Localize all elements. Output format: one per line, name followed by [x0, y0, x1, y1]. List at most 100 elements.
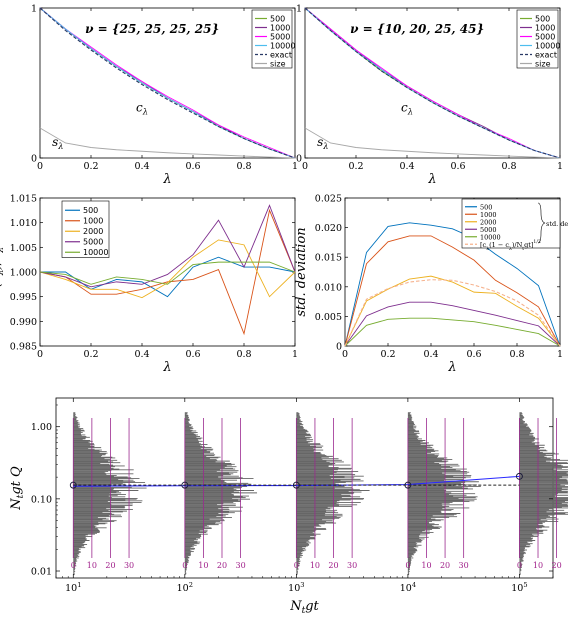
x-tick-label: 1 — [292, 161, 298, 172]
legend-label: 500 — [83, 206, 98, 215]
histogram-count-label: 0 — [405, 561, 410, 570]
legend-label: 5000 — [83, 238, 103, 247]
panel-histograms: 01020300102030010203001020300102030101​1… — [9, 397, 568, 616]
legend-label: size — [535, 59, 551, 68]
y-tick-label: 1 — [296, 4, 302, 15]
series-line-5 — [344, 317, 561, 347]
legend-label: 1000 — [270, 23, 290, 32]
x-tick-label: 0.8 — [509, 349, 524, 360]
histogram-count-label: 10 — [421, 561, 431, 570]
legend-label: 10000 — [480, 234, 501, 242]
series-line-4 — [39, 204, 296, 288]
series-line-1 — [73, 475, 520, 487]
y-axis-label: E(ĉλ​)/cλ​ — [0, 247, 6, 298]
legend-group-label: std. dev. — [546, 220, 568, 228]
series-line-1 — [344, 222, 561, 347]
series-line-5 — [304, 7, 561, 159]
x-tick-label: 0.8 — [501, 161, 516, 172]
x-tick-label: 0.2 — [83, 349, 98, 360]
histogram-count-label: 20 — [552, 561, 562, 570]
histogram-count-label: 20 — [217, 561, 227, 570]
x-axis-label: λ — [447, 360, 456, 375]
legend-box — [251, 9, 293, 69]
series-line-4 — [39, 7, 296, 159]
y-tick-label: 1.000 — [10, 268, 37, 279]
data-point — [181, 481, 189, 489]
y-tick-label: 1 — [31, 4, 37, 15]
legend-label: 500 — [270, 14, 285, 23]
curve-label-s: sλ​ — [52, 135, 63, 151]
x-tick-label: 0.6 — [185, 349, 200, 360]
x-axis-label: λ — [162, 360, 171, 375]
y-tick-label: 0.015 — [315, 253, 342, 264]
data-point — [404, 481, 412, 489]
y-tick-label: 0 — [296, 154, 302, 165]
plot-frame — [344, 197, 561, 347]
x-tick-label: 0.4 — [134, 161, 149, 172]
panel-mean-ratio: 0 0.2 0.4 0.6 0.8 1 0.985 0.990 0.995 1.000 1.005 1… — [0, 194, 298, 376]
y-tick-label: 0.01 — [31, 567, 52, 578]
legend-label: [cλ​(1 − cλ​)/Nt​gt]1/2​ — [480, 239, 541, 252]
y-axis-label: Nt​gt Q — [9, 466, 26, 511]
x-tick-label: 0.4 — [399, 161, 414, 172]
histogram-count-label: 20 — [440, 561, 450, 570]
x-tick-label: 0.2 — [83, 161, 98, 172]
legend-label: 2000 — [480, 219, 497, 227]
x-tick-label: 0.8 — [236, 161, 251, 172]
y-tick-label: 0.985 — [10, 342, 37, 353]
legend-label: 10000 — [83, 248, 108, 257]
y-tick-label: 0.005 — [315, 312, 342, 323]
y-tick-label: 0.020 — [315, 223, 342, 234]
histogram-count-label: 0 — [71, 561, 76, 570]
x-tick-label: 104​ — [400, 581, 416, 594]
histogram-count-label: 10 — [533, 561, 543, 570]
x-tick-label: 101​ — [65, 581, 81, 594]
histogram-count-label: 20 — [105, 561, 115, 570]
legend-label: 5000 — [535, 32, 555, 41]
series-line-5 — [39, 261, 296, 285]
series-line-2 — [39, 208, 296, 336]
curve-label-c: cλ​ — [136, 101, 148, 117]
legend-label: 1000 — [480, 211, 497, 219]
histogram-count-label: 10 — [87, 561, 97, 570]
y-tick-label: 1.010 — [10, 218, 37, 229]
x-tick-label: 105​ — [511, 581, 527, 594]
y-tick-label: 1.00 — [31, 422, 52, 433]
x-tick-label: 0 — [37, 349, 43, 360]
y-tick-label: 0.10 — [31, 494, 52, 505]
x-tick-label: 0 — [342, 349, 348, 360]
x-tick-label: 1 — [292, 349, 298, 360]
legend-brace — [537, 202, 546, 244]
legend-label: 10000 — [535, 41, 560, 50]
x-tick-label: 0.6 — [450, 161, 465, 172]
panel-std-deviation: 0 0.2 0.4 0.6 0.8 1 0 0.005 0.010 0.015 0.020 0.025… — [294, 194, 568, 376]
y-axis-label: std. deviation — [294, 227, 309, 316]
x-tick-label: 0.8 — [236, 349, 251, 360]
x-axis-label: λ — [162, 172, 171, 187]
histogram-count-label: 0 — [517, 561, 522, 570]
curve-label-s: sλ​ — [317, 135, 328, 151]
legend-label: 500 — [480, 204, 492, 212]
legend-label: size — [270, 59, 286, 68]
legend-label: 5000 — [270, 32, 290, 41]
x-tick-label: 0.4 — [134, 349, 149, 360]
panel-top-left: 0 0.2 0.4 0.6 0.8 1 0 1 λ ν = {25, 25, 25, 25} cλ​… — [31, 4, 298, 188]
histogram-count-label: 0 — [294, 561, 299, 570]
x-tick-label: 1 — [557, 161, 563, 172]
x-tick-label: 0.6 — [185, 161, 200, 172]
y-tick-label: 0 — [31, 154, 37, 165]
y-tick-label: 0.025 — [315, 194, 342, 205]
x-tick-label: 103​ — [288, 581, 304, 594]
plot-frame — [39, 7, 296, 159]
histogram-count-label: 20 — [328, 561, 338, 570]
x-tick-label: 0.6 — [466, 349, 481, 360]
legend-box — [516, 9, 559, 69]
panel-title: ν = {25, 25, 25, 25} — [85, 22, 219, 36]
histogram-count-label: 10 — [310, 561, 320, 570]
x-tick-label: 0.2 — [348, 161, 363, 172]
y-tick-label: 0.995 — [10, 292, 37, 303]
legend-label: exact — [270, 50, 292, 59]
x-tick-label: 0 — [37, 161, 43, 172]
histogram-count-label: 10 — [198, 561, 208, 570]
series-line-6 — [344, 279, 561, 347]
